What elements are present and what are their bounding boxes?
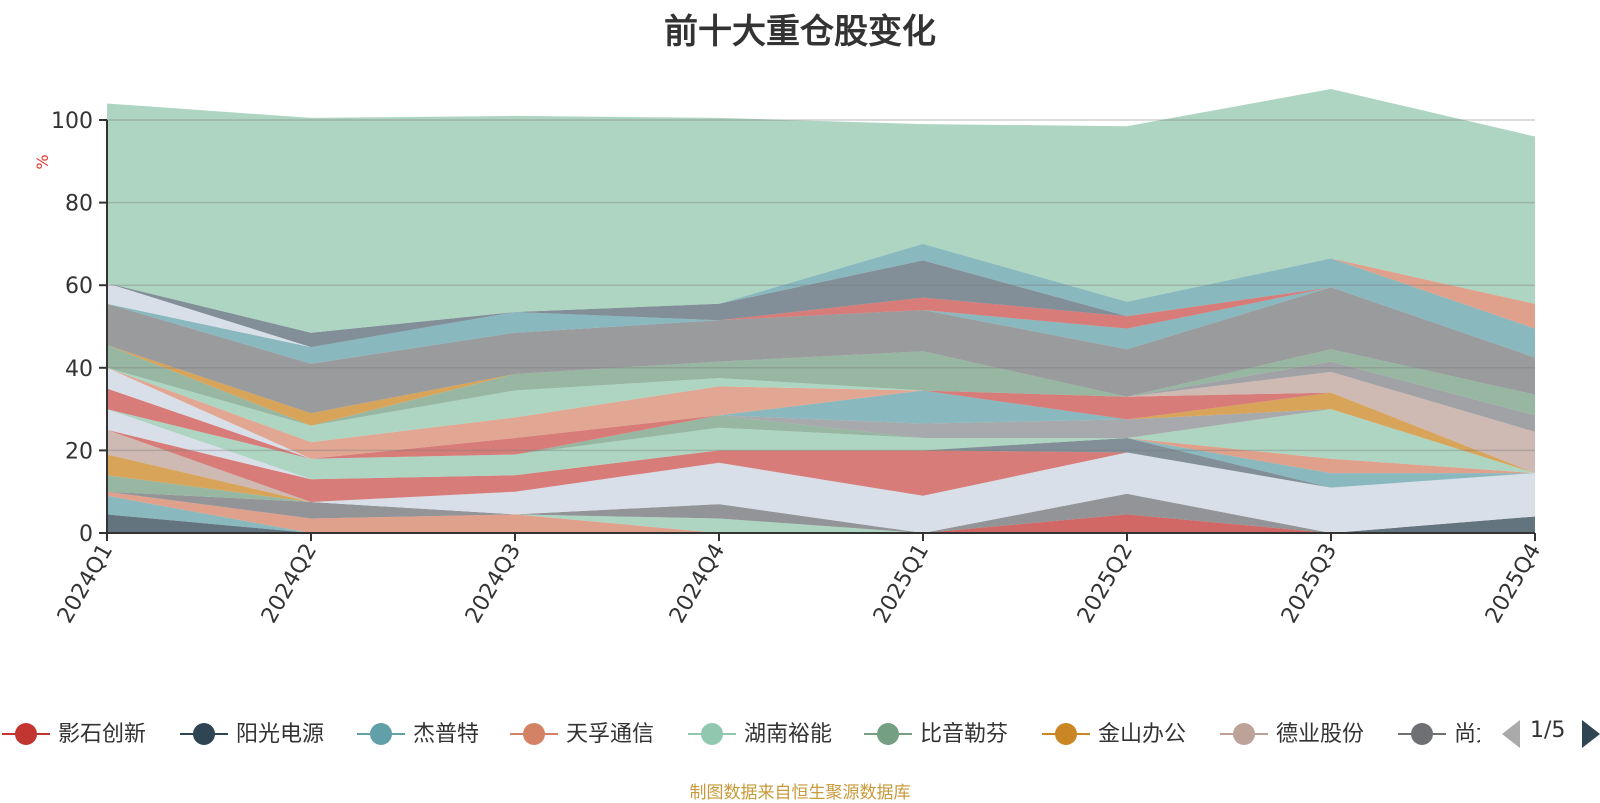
area-s9 (107, 452, 1535, 533)
legend-label: 尚太科技 (1454, 722, 1480, 747)
area-s29 (107, 345, 1535, 426)
legend-marker-icon (180, 723, 228, 745)
area-s27 (107, 367, 1535, 474)
y-tick-label: 0 (79, 522, 93, 547)
legend-marker-icon (2, 723, 50, 745)
y-tick-label: 60 (65, 274, 93, 299)
data-source-note: 制图数据来自恒生聚源数据库 (689, 783, 911, 803)
x-tick-label: 2025Q4 (1481, 540, 1546, 628)
area-s19 (107, 409, 1535, 474)
area-s39 (107, 89, 1535, 333)
area-s13 (107, 429, 1535, 488)
x-tick-label: 2024Q2 (257, 540, 322, 628)
x-tick-label: 2025Q1 (869, 540, 934, 628)
y-tick-label: 20 (65, 439, 93, 464)
legend: 影石创新 阳光电源 杰普特 天孚通信 湖南裕能 比音勒芬 金山办公 德业股份 尚太科技 (0, 704, 1480, 764)
area-s22 (107, 388, 1535, 474)
legend-marker-icon (1042, 723, 1090, 745)
x-tick-label: 2024Q4 (665, 540, 730, 628)
area-series-group (107, 89, 1535, 533)
x-tick-label: 2024Q3 (461, 540, 526, 628)
area-s25 (107, 367, 1535, 474)
legend-pager: 1/5 (1500, 716, 1600, 752)
area-s26 (107, 367, 1535, 474)
legend-marker-icon (510, 723, 558, 745)
area-s14 (107, 429, 1535, 480)
x-tick-label: 2025Q3 (1277, 540, 1342, 628)
legend-label: 杰普特 (413, 722, 480, 747)
area-s31 (107, 287, 1535, 414)
x-tick-label: 2024Q1 (53, 540, 118, 628)
area-s1 (107, 514, 1535, 533)
legend-label: 比音勒芬 (920, 722, 1009, 747)
y-tick-label: 100 (51, 109, 93, 134)
legend-label: 阳光电源 (236, 722, 325, 747)
area-s3 (107, 491, 1535, 533)
area-s6 (107, 491, 1535, 533)
y-axis-label: % (33, 154, 52, 169)
legend-marker-icon (357, 723, 405, 745)
area-s11 (107, 429, 1535, 502)
area-s4 (107, 491, 1535, 533)
prev-page-icon[interactable] (1500, 716, 1524, 752)
area-s20 (107, 392, 1535, 474)
next-page-icon[interactable] (1580, 716, 1600, 752)
legend-marker-icon (1220, 723, 1268, 745)
legend-marker-icon (1398, 723, 1446, 745)
chart-title: 前十大重仓股变化 (664, 12, 936, 52)
area-s24 (107, 367, 1535, 474)
legend-label: 天孚通信 (566, 722, 655, 747)
legend-label: 德业股份 (1276, 722, 1365, 747)
y-tick-label: 80 (65, 192, 93, 217)
y-tick-label: 40 (65, 357, 93, 382)
legend-marker-icon (864, 723, 912, 745)
grid-lines (107, 119, 1535, 452)
stacked-area-chart: 0 20 40 60 80 100% 2024Q1 2024Q2 2024Q3 2024Q4 202… (33, 89, 1546, 628)
legend-label: 金山办公 (1098, 722, 1187, 747)
x-tick-label: 2025Q2 (1073, 540, 1138, 628)
legend-label: 影石创新 (58, 722, 147, 747)
legend-label: 湖南裕能 (744, 722, 833, 747)
legend-page-indicator: 1/5 (1530, 718, 1566, 743)
legend-marker-icon (688, 723, 736, 745)
area-s16 (107, 409, 1535, 480)
